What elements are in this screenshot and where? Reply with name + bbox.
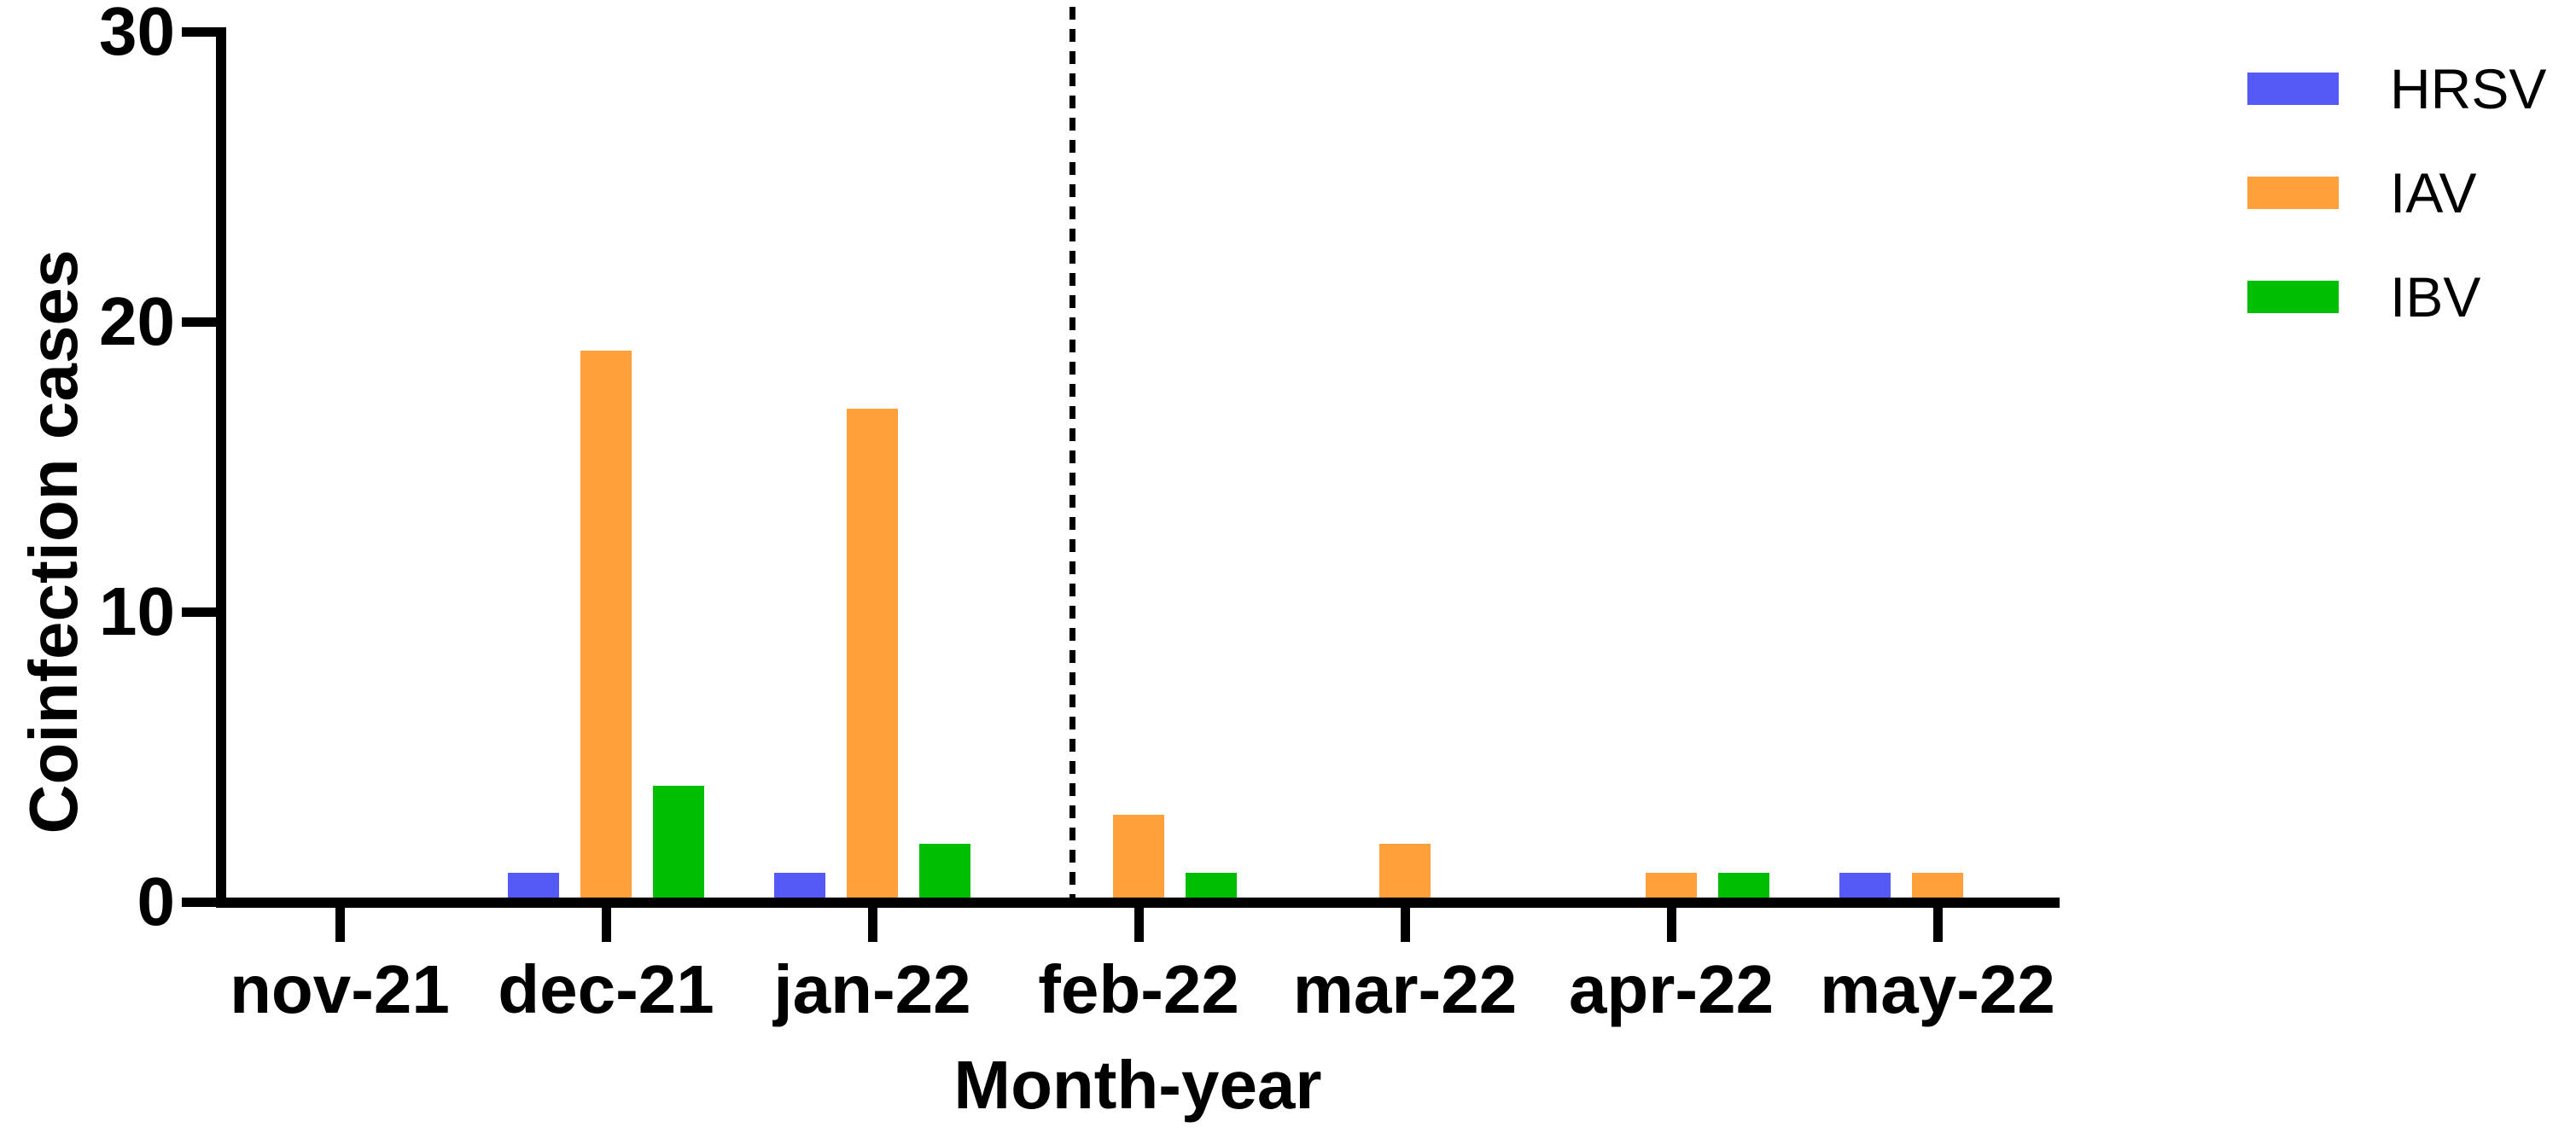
x-tick-mark [335,907,345,942]
x-category-label: dec-21 [498,951,714,1027]
x-category-label: mar-22 [1292,951,1518,1027]
x-axis-title: Month-year [953,1047,1322,1123]
x-tick-mark [1401,907,1410,942]
legend-swatch-iav [2247,177,2339,209]
y-tick-label: 30 [99,0,175,69]
legend-swatch-hrsv [2247,73,2339,105]
x-tick-mark [1134,907,1144,942]
bar-hrsv-jan-22 [774,873,825,898]
x-tick-mark [1667,907,1676,942]
legend-label-hrsv: HRSV [2390,57,2547,120]
x-category-label: nov-21 [230,951,450,1027]
x-category-label: feb-22 [1038,951,1239,1027]
bar-hrsv-dec-21 [508,873,559,898]
y-tick-mark [182,898,216,907]
bar-iav-mar-22 [1379,844,1431,898]
x-tick-mark [602,907,611,942]
bar-ibv-jan-22 [919,844,970,898]
x-category-label: apr-22 [1568,951,1775,1027]
x-category-label: may-22 [1820,951,2055,1027]
y-tick-label: 20 [99,283,175,359]
y-tick-mark [182,27,216,37]
y-tick-mark [182,607,216,617]
bar-iav-may-22 [1912,873,1963,898]
x-axis-line [216,898,2060,908]
dashed-separator-line [1069,7,1075,898]
bar-ibv-dec-21 [653,786,704,898]
bar-iav-dec-21 [580,351,632,898]
bar-ibv-feb-22 [1186,873,1237,898]
legend-label-iav: IAV [2390,161,2477,224]
y-tick-mark [182,317,216,327]
x-tick-mark [1933,907,1943,942]
legend-swatch-ibv [2247,281,2339,313]
y-axis-line [216,27,226,908]
bar-iav-feb-22 [1113,815,1164,898]
x-category-label: jan-22 [773,951,971,1027]
legend-label-ibv: IBV [2390,265,2481,328]
x-tick-mark [868,907,877,942]
y-tick-label: 0 [137,863,176,939]
y-tick-label: 10 [99,573,175,649]
bar-iav-jan-22 [847,409,898,898]
bar-iav-apr-22 [1646,873,1697,898]
bar-ibv-apr-22 [1718,873,1769,898]
bar-hrsv-may-22 [1839,873,1891,898]
